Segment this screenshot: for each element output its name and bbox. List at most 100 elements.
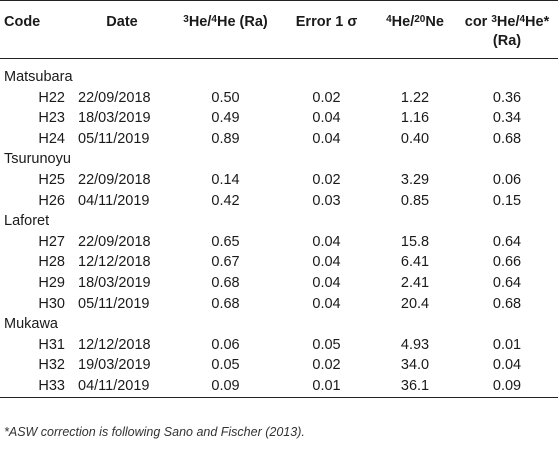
cell-he-ne: 2.41 <box>400 274 430 291</box>
cell-code: H27 <box>38 233 65 250</box>
cell-he-ne: 3.29 <box>400 171 430 188</box>
cell-cor-ratio: 0.64 <box>492 274 522 291</box>
cell-code: H30 <box>38 295 65 312</box>
header-cor-line2: (Ra) <box>492 33 522 49</box>
cell-date: 04/11/2019 <box>78 192 150 209</box>
header-he-ratio-sup2: 4 <box>211 13 217 25</box>
cell-cor-ratio: 0.01 <box>492 336 522 353</box>
cell-he-ratio: 0.50 <box>211 89 240 106</box>
cell-error: 0.04 <box>312 295 341 312</box>
cell-he-ratio: 0.67 <box>211 254 240 271</box>
cell-error: 0.04 <box>312 254 341 271</box>
cell-date: 22/09/2018 <box>78 171 151 188</box>
cell-error: 0.02 <box>312 171 341 188</box>
spacer-row <box>0 59 558 68</box>
cell-date: 22/09/2018 <box>78 233 151 250</box>
header-cor-sup2: 4 <box>519 13 526 25</box>
header-he-ratio-tail: He (Ra) <box>216 14 268 30</box>
group-label: Tsurunoyu <box>4 151 71 168</box>
table-row: H27 22/09/2018 0.65 0.04 15.8 0.64 <box>0 232 558 253</box>
table-row: H22 22/09/2018 0.50 0.02 1.22 0.36 <box>0 88 558 109</box>
cell-he-ne: 1.16 <box>400 110 430 127</box>
table-row: H25 22/09/2018 0.14 0.02 3.29 0.06 <box>0 170 558 191</box>
header-cor-tail: He* <box>525 14 550 30</box>
cell-error: 0.01 <box>279 375 374 398</box>
footnote: *ASW correction is following Sano and Fi… <box>4 425 305 439</box>
header-he-ratio-mid: He/ <box>188 14 212 30</box>
cell-error: 0.05 <box>312 336 341 353</box>
header-he-ne: 4He/20Ne <box>374 0 456 59</box>
header-he-ne-mid: He/ <box>391 14 415 30</box>
header-cor-sup1: 3 <box>491 13 497 25</box>
header-row: Code Date 3He/4He (Ra) Error 1 σ 4He/20N… <box>0 0 558 59</box>
cell-cor-ratio: 0.68 <box>492 295 522 312</box>
cell-code: H28 <box>38 254 65 271</box>
cell-date: 22/09/2018 <box>78 89 151 106</box>
helium-isotope-table-container: Code Date 3He/4He (Ra) Error 1 σ 4He/20N… <box>0 0 558 398</box>
header-cor-line1: cor 3He/4He* <box>456 13 558 32</box>
cell-he-ratio: 0.06 <box>211 336 240 353</box>
group-label: Laforet <box>4 213 50 230</box>
cell-cor-ratio: 0.36 <box>492 89 522 106</box>
cell-code: H29 <box>38 274 65 291</box>
cell-he-ne: 36.1 <box>374 375 456 398</box>
cell-he-ne: 6.41 <box>400 254 430 271</box>
cell-he-ratio: 0.09 <box>172 375 279 398</box>
header-error: Error 1 σ <box>279 0 374 59</box>
cell-date: 18/03/2019 <box>78 110 151 127</box>
cell-he-ne: 0.85 <box>400 192 430 209</box>
cell-date: 19/03/2019 <box>78 357 151 374</box>
group-label: Mukawa <box>4 316 58 333</box>
header-cor-ratio: cor 3He/4He* (Ra) <box>456 0 558 59</box>
cell-cor-ratio: 0.66 <box>492 254 522 271</box>
cell-code: H26 <box>38 192 65 209</box>
cell-code: H32 <box>38 357 65 374</box>
cell-he-ratio: 0.14 <box>211 171 240 188</box>
cell-error: 0.02 <box>312 89 341 106</box>
cell-he-ratio: 0.05 <box>211 357 240 374</box>
table-row: H28 12/12/2018 0.67 0.04 6.41 0.66 <box>0 252 558 273</box>
cell-cor-ratio: 0.64 <box>492 233 522 250</box>
cell-date: 18/03/2019 <box>78 274 151 291</box>
cell-cor-ratio: 0.68 <box>492 130 522 147</box>
cell-he-ratio: 0.65 <box>211 233 240 250</box>
cell-he-ne: 4.93 <box>400 336 430 353</box>
cell-cor-ratio: 0.04 <box>492 357 522 374</box>
header-code: Code <box>0 0 72 59</box>
cell-code: H33 <box>0 375 72 398</box>
header-he-ne-sup2: 20 <box>414 13 426 25</box>
table-header: Code Date 3He/4He (Ra) Error 1 σ 4He/20N… <box>0 0 558 59</box>
header-cor-mid: He/ <box>496 14 520 30</box>
cell-he-ratio: 0.89 <box>211 130 240 147</box>
cell-cor-ratio: 0.34 <box>492 110 522 127</box>
cell-error: 0.04 <box>312 130 341 147</box>
cell-he-ratio: 0.42 <box>211 192 240 209</box>
header-he-ne-tail: Ne <box>425 14 444 30</box>
group-row: Laforet <box>0 211 558 232</box>
cell-date: 05/11/2019 <box>78 295 150 312</box>
cell-he-ratio: 0.68 <box>211 274 240 291</box>
cell-cor-ratio: 0.09 <box>456 375 558 398</box>
header-he-ratio-sup1: 3 <box>183 13 189 25</box>
cell-he-ne: 15.8 <box>400 233 430 250</box>
cell-error: 0.02 <box>312 357 341 374</box>
cell-error: 0.04 <box>312 110 341 127</box>
cell-code: H22 <box>38 89 65 106</box>
table-row: H23 18/03/2019 0.49 0.04 1.16 0.34 <box>0 108 558 129</box>
cell-he-ratio: 0.68 <box>211 295 240 312</box>
cell-he-ratio: 0.49 <box>211 110 240 127</box>
table-row: H26 04/11/2019 0.42 0.03 0.85 0.15 <box>0 191 558 212</box>
header-cor-pre: cor <box>464 14 492 30</box>
header-he-ratio: 3He/4He (Ra) <box>172 0 279 59</box>
cell-error: 0.04 <box>312 233 341 250</box>
table-row: H32 19/03/2019 0.05 0.02 34.0 0.04 <box>0 355 558 376</box>
cell-error: 0.03 <box>312 192 341 209</box>
header-date: Date <box>72 0 172 59</box>
group-row: Tsurunoyu <box>0 149 558 170</box>
cell-he-ne: 34.0 <box>400 357 430 374</box>
table-row: H29 18/03/2019 0.68 0.04 2.41 0.64 <box>0 273 558 294</box>
table-row: H33 04/11/2019 0.09 0.01 36.1 0.09 <box>0 375 558 398</box>
cell-he-ne: 20.4 <box>400 295 430 312</box>
cell-date: 05/11/2019 <box>78 130 150 147</box>
cell-cor-ratio: 0.15 <box>492 192 522 209</box>
